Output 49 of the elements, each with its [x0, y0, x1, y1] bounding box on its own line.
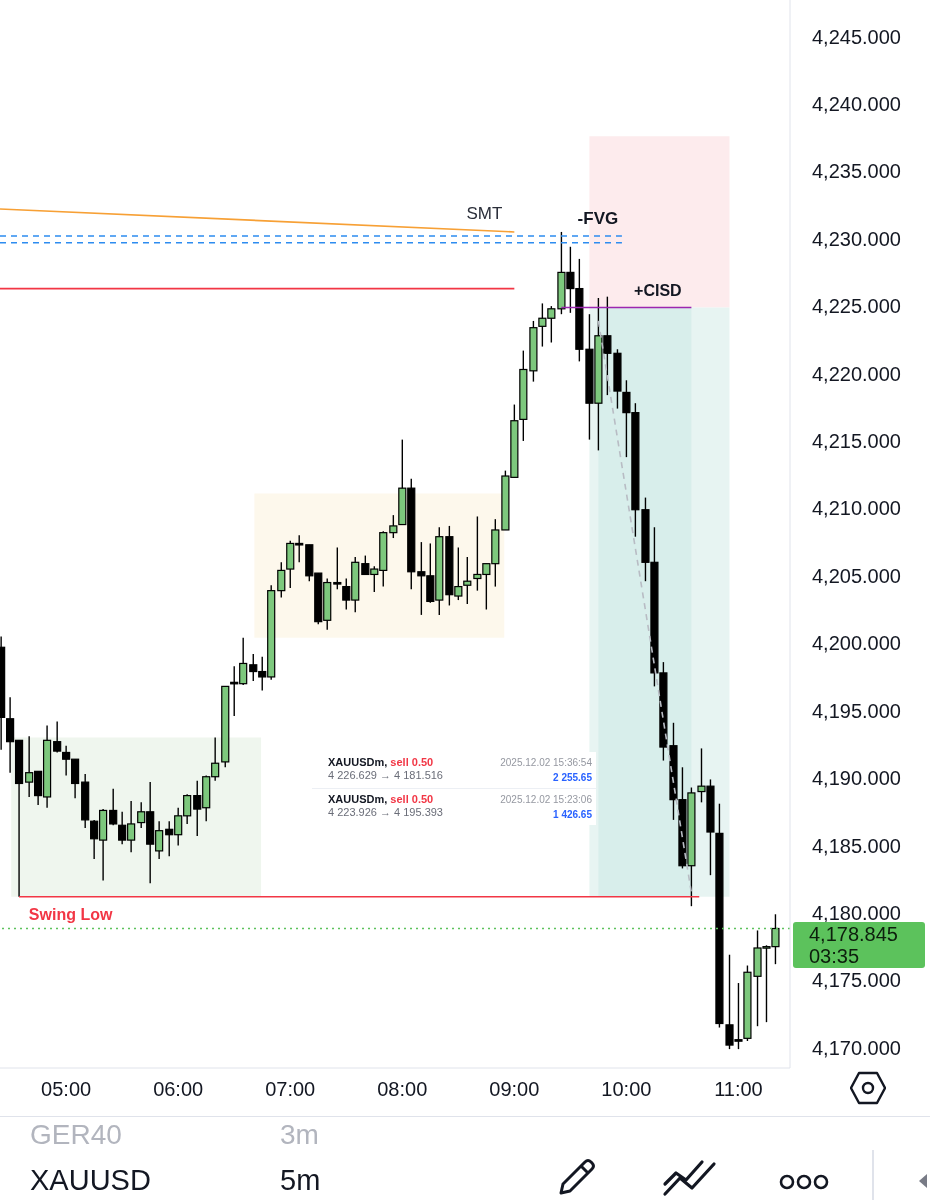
- annotation: 2025.12.02 15:36:54: [500, 756, 592, 769]
- annotation: 4 223.926 → 4 195.393: [328, 806, 443, 819]
- text: 5m: [280, 1164, 321, 1196]
- annotation: Swing Low: [28, 905, 113, 924]
- candlestick: [277, 561, 286, 599]
- annotation: -FVG: [577, 208, 619, 229]
- annotation: 4 226.629 → 4 181.516: [328, 769, 443, 782]
- y-tick-label: 4,180.000: [812, 902, 901, 925]
- y-tick-label: 4,205.000: [812, 564, 901, 587]
- text: 3m: [280, 1119, 319, 1150]
- annotation: XAUUSDm,: [328, 756, 388, 768]
- y-tick-label: 4,225.000: [812, 295, 901, 318]
- y-tick-label: 4,185.000: [812, 834, 901, 857]
- y-tick-label: 4,175.000: [812, 969, 901, 992]
- y-tick-label: 4,215.000: [812, 430, 901, 453]
- y-tick-label: 4,195.000: [812, 699, 901, 722]
- y-tick-label: 4,245.000: [812, 25, 901, 48]
- x-tick-label: 09:00: [489, 1078, 540, 1101]
- candlestick: [389, 514, 398, 539]
- price-tag: 4,178.845 03:35: [793, 922, 925, 969]
- annotation: sell 0.50: [390, 793, 434, 805]
- y-tick-label: 4,200.000: [812, 632, 901, 655]
- x-tick-label: 07:00: [265, 1078, 316, 1101]
- y-tick-label: 4,220.000: [812, 362, 901, 385]
- candlestick: [333, 546, 342, 590]
- y-tick-label: 4,230.000: [812, 227, 901, 250]
- y-tick-label: 4,240.000: [812, 92, 901, 115]
- x-tick-label: 11:00: [714, 1078, 763, 1101]
- y-tick-label: 4,190.000: [812, 767, 901, 790]
- x-tick-label: 05:00: [41, 1078, 92, 1101]
- annotation: 2025.12.02 15:23:06: [500, 793, 592, 806]
- text: XAUUSD: [30, 1164, 151, 1196]
- candlestick: [463, 556, 472, 605]
- x-tick-label: 06:00: [153, 1078, 204, 1101]
- y-tick-label: 4,210.000: [812, 497, 901, 520]
- annotation: SMT: [466, 203, 503, 224]
- candlestick: [109, 788, 118, 826]
- annotation: XAUUSDm,: [328, 793, 388, 805]
- ref-line-label: 4,178.845: [809, 923, 899, 946]
- y-tick-label: 4,170.000: [812, 1036, 901, 1059]
- candlestick: [53, 720, 62, 754]
- x-tick-label: 08:00: [377, 1078, 428, 1101]
- annotation: 1 426.65: [552, 808, 592, 821]
- annotation: +CISD: [634, 282, 682, 301]
- text: GER40: [30, 1119, 122, 1150]
- x-tick-label: 10:00: [601, 1078, 652, 1101]
- annotation: 2 255.65: [552, 771, 592, 784]
- y-tick-label: 4,235.000: [812, 160, 901, 183]
- annotation: sell 0.50: [390, 756, 434, 768]
